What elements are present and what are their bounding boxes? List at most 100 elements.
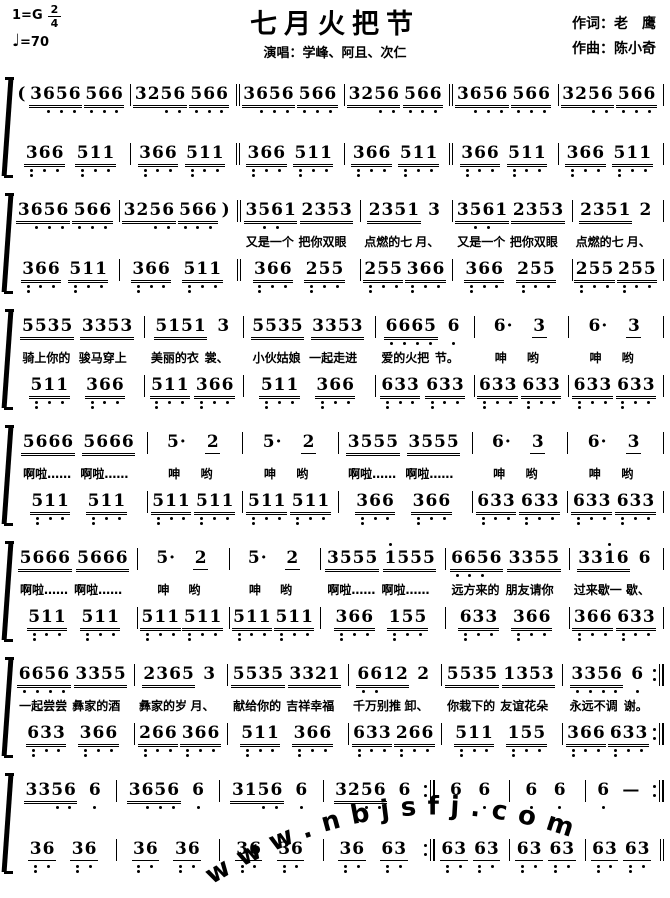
note-digit: 3 — [38, 780, 51, 800]
beat-groups: 6· 3 — [568, 432, 659, 454]
note-digit: 6 — [111, 376, 124, 404]
octave-dot-below — [52, 285, 56, 288]
note-digit: 6 — [451, 549, 464, 577]
note-digit: 6 — [449, 781, 462, 809]
lyric-syllable: 哟 — [200, 467, 213, 481]
note-digit: 1 — [495, 200, 508, 220]
note-group: 2353 — [511, 200, 566, 224]
melody-line: 325 6 5 6 6 — [559, 77, 665, 113]
note-digit: 6 — [86, 201, 99, 229]
barline — [318, 607, 322, 629]
note-digit: 2 — [575, 84, 587, 104]
barline — [570, 259, 573, 281]
octave-dot-below — [526, 406, 530, 409]
lyrics-line: 呻哟 — [138, 582, 220, 599]
note-digit: 5 — [85, 85, 98, 113]
octave-dot-below — [96, 749, 100, 752]
note-digit: 1 — [176, 376, 189, 404]
barline — [661, 491, 664, 513]
staff-bracket — [4, 773, 14, 874]
note-digit: 6 — [58, 548, 71, 568]
octave-dot-below — [282, 870, 286, 873]
octave-dot-above — [388, 543, 392, 546]
note-digit: 3 — [352, 144, 365, 177]
octave-dot-below — [604, 633, 608, 636]
octave-dot-below — [430, 401, 434, 404]
octave-dot-below — [73, 110, 77, 113]
note-digit: 6 — [408, 724, 421, 752]
note-digit: 6 — [477, 492, 490, 525]
note-digit: 6 — [270, 781, 283, 809]
note-digit: 6 — [592, 840, 605, 873]
lyric-syllable: 呻 — [157, 583, 170, 597]
lyrics-line: 又是一个 把你双眼 — [241, 234, 351, 251]
octave-dot-below — [187, 290, 191, 293]
lyric-syllable: 谢。 — [623, 699, 648, 713]
octave-dot-below — [605, 285, 609, 288]
note-digit: 1 — [407, 200, 420, 220]
note-digit: 6 — [169, 664, 181, 684]
note-digit: 5 — [399, 144, 412, 177]
note-digit: 5 — [298, 85, 311, 113]
note-digit: 6 — [92, 724, 105, 752]
system-1: (36 5 6 5 6 6 3 6 6 5 1 1 325 6 5 6 6 3 6 6 5 1 1 36 5 6 5 6 6 3 6 6 5 1 1… — [4, 77, 665, 178]
octave-dot-below — [521, 285, 525, 288]
lyric-syllable: 月、 — [626, 235, 651, 249]
octave-dot-below — [258, 285, 262, 288]
octave-dot-below — [385, 406, 389, 409]
note-group: 2 — [638, 200, 653, 221]
barline — [443, 607, 446, 629]
note-digit: ) — [221, 200, 230, 220]
octave-dot-below — [627, 749, 631, 752]
octave-dot-below — [512, 754, 516, 757]
melody-line: (36 5 6 5 6 6 — [14, 77, 132, 113]
note-digit: ( — [17, 84, 26, 104]
note-digit: 5 — [476, 549, 489, 577]
note-digit: 5 — [597, 665, 610, 693]
note-digit: 6 — [538, 85, 551, 113]
note-digit: 6 — [18, 665, 31, 693]
note-digit: 3 — [502, 492, 515, 520]
barline — [225, 664, 228, 686]
octave-dot-below — [577, 522, 581, 525]
note-group: 36 5 6 — [127, 780, 181, 809]
repeat-dots — [653, 785, 656, 797]
octave-dot-below — [346, 401, 350, 404]
octave-dot-below — [494, 517, 498, 520]
note-digit: 5 — [51, 781, 64, 809]
melody-line: 325 6 6 — [324, 773, 435, 809]
note-digit: 6 — [151, 724, 164, 752]
octave-dot-below — [542, 110, 546, 113]
measure: 5535 3353 骑上你的 骏马穿上 5 1 1 3 6 6 — [14, 309, 146, 410]
note-digit: 6 — [579, 144, 592, 172]
composer-credit: 作曲：陈小奇 — [572, 41, 656, 58]
octave-dot-below — [155, 401, 159, 404]
note-group: 3555 — [406, 432, 461, 456]
note-digit: 6 — [295, 781, 308, 809]
note-digit: 6 — [111, 85, 124, 113]
lyrics-line: 呻哟 — [243, 466, 329, 483]
beat-groups: 325 6 5 6 6 — [559, 84, 659, 113]
beat-groups: 6— — [586, 780, 651, 809]
note-digit: 3 — [635, 724, 648, 752]
barline — [560, 723, 564, 745]
lyrics-line — [453, 118, 548, 135]
note-digit: 5 — [386, 432, 399, 452]
note-digit: 6 — [482, 201, 495, 229]
beat-groups: 6· 3 — [569, 316, 659, 338]
measure: 36 5 6 5 6 6 3 6 6 5 1 1 — [14, 193, 121, 294]
measures-row: 5666 5666 啊啦…… 啊啦…… 5 1 1 5 1 1 5· 2 呻哟 5 1 1 5 1 1 5· 2 呻哟 5 1… — [14, 541, 665, 642]
note-digit: 1 — [639, 144, 652, 172]
octave-dot-below — [357, 754, 361, 757]
